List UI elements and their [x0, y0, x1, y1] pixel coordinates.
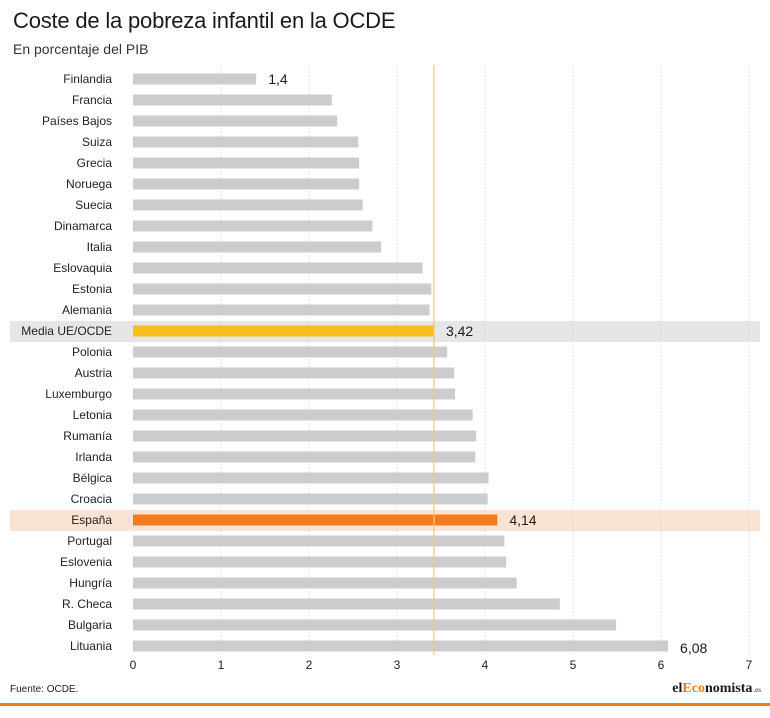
category-label-suecia: Suecia: [75, 198, 112, 212]
bar-media-ue-ocde: [133, 325, 434, 337]
bar-dinamarca: [133, 220, 373, 232]
bar-suecia: [133, 199, 363, 211]
bar-rumania: [133, 430, 477, 442]
category-label-austria: Austria: [75, 366, 113, 380]
logo-rest: nomista: [704, 681, 753, 696]
category-label-belgica: Bélgica: [73, 471, 113, 485]
chart-subtitle: En porcentaje del PIB: [13, 41, 149, 57]
logo-prefix: el: [672, 681, 683, 696]
bar-suiza: [133, 136, 359, 148]
category-label-finlandia: Finlandia: [63, 72, 112, 86]
category-label-media-ue-ocde: Media UE/OCDE: [21, 324, 112, 338]
category-label-paises-bajos: Países Bajos: [42, 114, 112, 128]
category-label-irlanda: Irlanda: [75, 450, 112, 464]
category-label-eslovaquia: Eslovaquia: [53, 261, 112, 275]
bar-r-checa: [133, 598, 560, 610]
bar-irlanda: [133, 451, 476, 463]
bar-espana: [133, 514, 498, 526]
category-label-dinamarca: Dinamarca: [54, 219, 112, 233]
bar-croacia: [133, 493, 488, 505]
footer-rule: [0, 703, 770, 706]
data-label-espana: 4,14: [509, 512, 536, 528]
category-label-alemania: Alemania: [62, 303, 112, 317]
bar-eslovaquia: [133, 262, 423, 274]
category-label-letonia: Letonia: [73, 408, 113, 422]
category-label-r-checa: R. Checa: [62, 597, 112, 611]
category-label-estonia: Estonia: [72, 282, 112, 296]
bar-finlandia: [133, 73, 257, 85]
logo-accent: Eco: [682, 681, 705, 696]
category-label-rumania: Rumanía: [63, 429, 112, 443]
bar-paises-bajos: [133, 115, 338, 127]
category-label-lituania: Lituania: [70, 639, 112, 653]
category-label-bulgaria: Bulgaria: [68, 618, 112, 632]
bar-hungria: [133, 577, 517, 589]
x-tick-label-2: 2: [306, 658, 313, 672]
bar-chart: Finlandia Francia Países Bajos Suiza Grecia N…: [10, 65, 760, 672]
category-label-francia: Francia: [72, 93, 112, 107]
bar-austria: [133, 367, 455, 379]
x-tick-label-6: 6: [658, 658, 665, 672]
x-tick-label-1: 1: [218, 658, 225, 672]
category-label-italia: Italia: [87, 240, 113, 254]
category-label-grecia: Grecia: [77, 156, 113, 170]
bar-belgica: [133, 472, 489, 484]
x-tick-label-3: 3: [394, 658, 401, 672]
data-label-media-ue-ocde: 3,42: [446, 323, 473, 339]
x-tick-label-4: 4: [482, 658, 489, 672]
bar-luxemburgo: [133, 388, 456, 400]
x-tick-label-7: 7: [746, 658, 753, 672]
source-note: Fuente: OCDE.: [10, 684, 79, 695]
category-label-espana: España: [71, 513, 112, 527]
bar-noruega: [133, 178, 360, 190]
bar-polonia: [133, 346, 448, 358]
data-label-lituania: 6,08: [680, 640, 707, 656]
bar-francia: [133, 94, 332, 106]
bar-italia: [133, 241, 382, 253]
category-label-croacia: Croacia: [71, 492, 113, 506]
category-label-suiza: Suiza: [82, 135, 112, 149]
logo-suffix: .es: [753, 686, 761, 694]
bar-eslovenia: [133, 556, 507, 568]
category-label-noruega: Noruega: [66, 177, 112, 191]
bar-portugal: [133, 535, 505, 547]
bar-estonia: [133, 283, 432, 295]
x-tick-label-5: 5: [570, 658, 577, 672]
eleconomista-logo: el Eco nomista .es: [672, 681, 761, 697]
chart-title: Coste de la pobreza infantil en la OCDE: [13, 8, 396, 33]
bar-lituania: [133, 640, 669, 652]
bar-alemania: [133, 304, 430, 316]
bar-letonia: [133, 409, 473, 421]
bar-bulgaria: [133, 619, 617, 631]
category-label-luxemburgo: Luxemburgo: [45, 387, 112, 401]
x-tick-label-0: 0: [130, 658, 137, 672]
category-label-hungria: Hungría: [69, 576, 112, 590]
category-label-polonia: Polonia: [72, 345, 112, 359]
category-label-eslovenia: Eslovenia: [60, 555, 112, 569]
category-label-portugal: Portugal: [67, 534, 112, 548]
bar-grecia: [133, 157, 360, 169]
data-label-finlandia: 1,4: [268, 71, 288, 87]
